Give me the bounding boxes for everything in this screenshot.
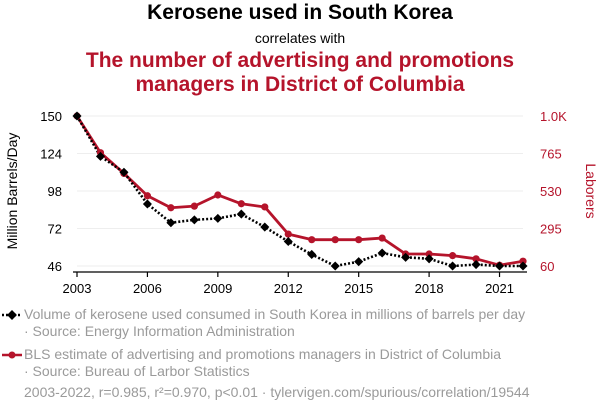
legend-series-2-symbol <box>0 346 24 363</box>
series-1-point <box>448 261 458 271</box>
y-left-tick-label: 150 <box>40 109 62 124</box>
series-2-point <box>378 234 386 242</box>
series-2-point <box>214 191 222 199</box>
series-2-point <box>519 257 527 265</box>
series-1-point <box>236 209 246 219</box>
secondary-title-line-1: The number of advertising and promotions <box>85 49 515 72</box>
series-2-point <box>425 250 433 258</box>
series-2-point <box>355 236 363 244</box>
legend-series-1-symbol <box>0 306 24 323</box>
x-tick-label: 2021 <box>485 281 514 296</box>
series-2-point <box>308 236 316 244</box>
series-1-point <box>72 111 82 121</box>
y-left-tick-label: 124 <box>40 147 62 162</box>
y-right-tick-label: 1.0K <box>540 109 567 124</box>
series-1-point <box>495 261 505 271</box>
y-left-tick-label: 72 <box>48 222 62 237</box>
y-left-tick-label: 98 <box>48 184 62 199</box>
x-tick-label: 2003 <box>63 281 92 296</box>
chart-secondary-title: The number of advertising and promotions… <box>0 49 600 97</box>
series-2-point <box>284 230 292 238</box>
chart-plot: 46 72 98 124 150 60 295 530 765 1.0K 2003 2006 2009 2… <box>4 109 599 296</box>
series-2-line <box>75 115 524 267</box>
series-1-point <box>424 254 434 264</box>
legend-series-2: BLS estimate of advertising and promotio… <box>0 346 600 380</box>
series-2-point <box>472 255 480 263</box>
series-1-point <box>330 261 340 271</box>
y-right-tick-label: 60 <box>540 259 554 274</box>
legend-series-1-source: · Source: Energy Information Administrat… <box>24 323 295 339</box>
series-1-point <box>260 222 270 232</box>
series-2-point <box>143 192 152 200</box>
series-1-point <box>377 248 387 258</box>
x-tick-label: 2018 <box>415 281 444 296</box>
x-tick-label: 2015 <box>344 281 373 296</box>
series-2-point <box>167 204 175 212</box>
y-left-axis-label: Million Barrels/Day <box>4 133 20 250</box>
chart-connector-text: correlates with <box>254 30 346 46</box>
legend-series-1-text: Volume of kerosene used consumed in Sout… <box>24 306 526 322</box>
series-lines <box>75 115 524 268</box>
series-2-point <box>190 202 198 210</box>
series-1-point <box>471 260 481 270</box>
chart-title: Kerosene used in South Korea <box>147 1 453 24</box>
x-tick-label: 2012 <box>274 281 303 296</box>
legend-series-2-source: · Source: Bureau of Larbor Statistics <box>24 363 250 379</box>
series-2-point <box>448 252 457 260</box>
series-2-point <box>331 236 339 244</box>
y-left-tick-label: 46 <box>48 259 62 274</box>
series-1-point <box>95 151 105 161</box>
series-1-point <box>307 249 317 259</box>
series-1-point <box>354 257 364 267</box>
axes: 46 72 98 124 150 60 295 530 765 1.0K 2003 2006 2009 2… <box>4 109 599 296</box>
y-right-axis-label: Laborers <box>583 163 599 218</box>
series-1-point <box>119 167 129 177</box>
series-2-point <box>261 203 269 211</box>
y-right-tick-label: 765 <box>540 147 562 162</box>
legend-series-2-text: BLS estimate of advertising and promotio… <box>24 346 501 362</box>
series-1-point <box>189 215 199 225</box>
grid-lines <box>77 115 523 267</box>
secondary-title-line-2: managers in District of Columbia <box>135 73 465 96</box>
footer-stats: 2003-2022, r=0.985, r²=0.970, p<0.01 · t… <box>24 384 530 400</box>
y-right-tick-label: 530 <box>540 184 562 199</box>
legend-series-1: Volume of kerosene used consumed in Sout… <box>0 306 600 340</box>
x-tick-label: 2006 <box>133 281 162 296</box>
series-2-point <box>237 200 245 208</box>
y-right-tick-label: 295 <box>540 222 562 237</box>
series-1-point <box>142 199 152 209</box>
x-tick-label: 2009 <box>203 281 232 296</box>
series-1-point <box>283 236 293 247</box>
series-1-point <box>213 213 223 223</box>
